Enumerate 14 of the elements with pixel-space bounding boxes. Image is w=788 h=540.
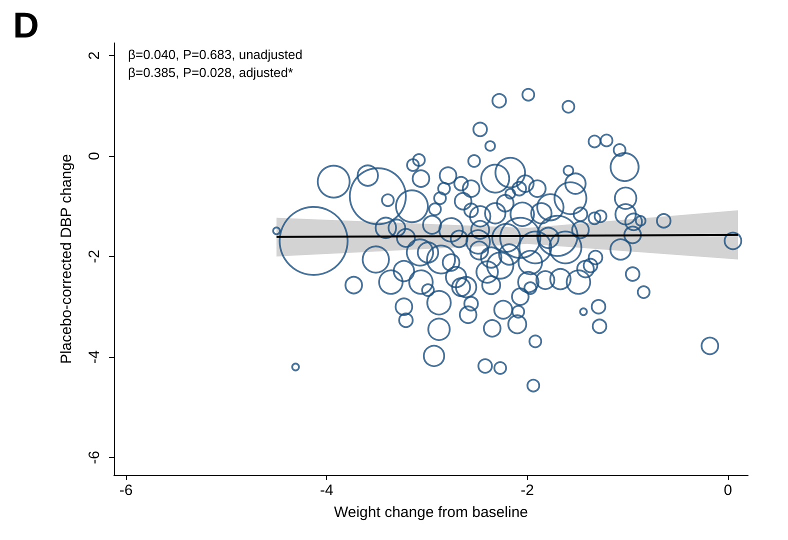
x-tick-label: 0 [724,482,732,499]
x-tick-label: -2 [520,482,534,499]
y-tick-label: -4 [86,350,103,364]
y-tick-label: 0 [86,152,103,160]
x-tick-label: -6 [119,482,133,499]
x-tick-label: -4 [320,482,334,499]
annotation: β=0.385, P=0.028, adjusted* [128,65,294,80]
y-tick-label: 2 [86,51,103,60]
y-tick-label: -2 [86,250,103,264]
annotation: β=0.040, P=0.683, unadjusted [128,47,302,62]
y-axis-title: Placebo-corrected DBP change [58,154,75,364]
x-axis-title: Weight change from baseline [334,504,528,521]
chart-title: D [13,4,39,46]
y-tick-label: -6 [86,450,103,464]
